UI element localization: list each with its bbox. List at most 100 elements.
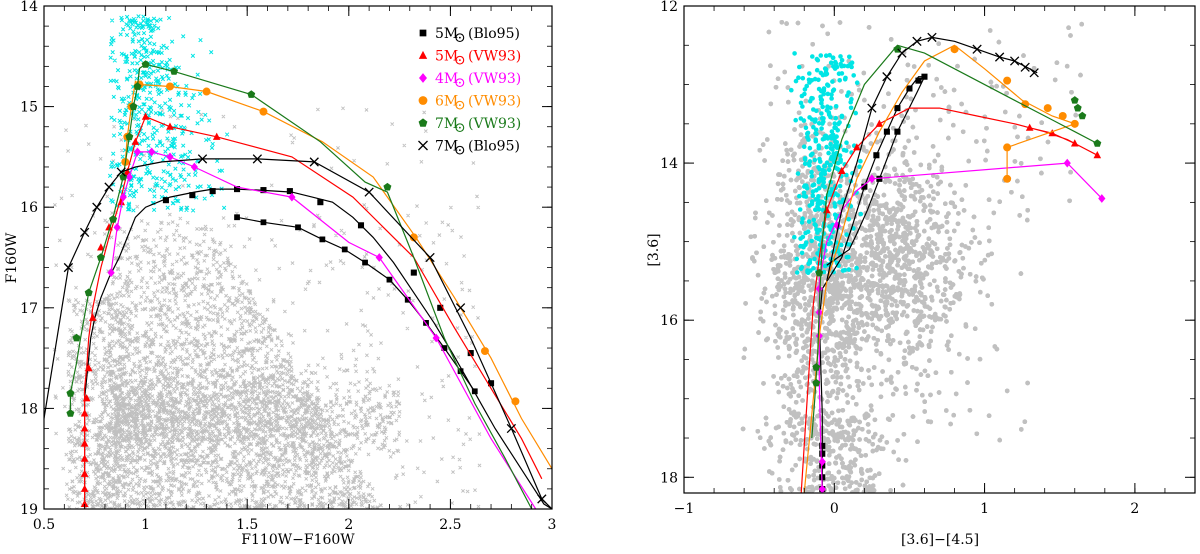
legend-entry-4: 7M⊙ (VW93): [418, 116, 521, 136]
left-series-1-point: [166, 122, 174, 130]
right-x-tick-label: 0: [830, 501, 839, 517]
left-series-2-point: [125, 172, 133, 182]
left-series-0-track2-point: [341, 246, 348, 253]
left-series-0-point: [209, 188, 216, 195]
legend-sub-3: ⊙: [454, 98, 466, 114]
left-series-4-point: [125, 132, 134, 141]
left-series-1-point: [80, 439, 89, 447]
right-series-2-point: [868, 174, 876, 184]
left-series-1-point: [84, 363, 93, 372]
right-series-1-point: [875, 119, 884, 127]
left-series-0-point: [437, 304, 444, 311]
left-series-1-point: [80, 469, 89, 477]
right-series-4-point: [815, 268, 824, 277]
right-series-3-point: [950, 45, 959, 54]
right-series-4-point: [1073, 103, 1082, 112]
left-series-0-track2-point: [362, 259, 368, 266]
right-series-2-point: [815, 284, 823, 294]
left-series-5-point: [309, 157, 319, 167]
legend-sub-0: ⊙: [454, 30, 466, 46]
left-series-1-point: [97, 243, 105, 251]
legend-label-0: 5M: [435, 26, 458, 42]
left-series-4-point: [109, 215, 118, 223]
left-series-0-track2-point: [471, 388, 478, 395]
right-series-0-point: [819, 450, 826, 457]
legend: 5M⊙ (Blo95)5M⊙ (VW93)4M⊙ (VW93)6M⊙ (VW93)7M⊙…: [418, 26, 521, 159]
right-series-5-point: [912, 36, 922, 47]
right-series-5-point: [882, 72, 892, 82]
left-series-0-track2-point: [295, 224, 301, 231]
right-series-3-point: [1003, 76, 1012, 85]
left-series-4-point: [383, 182, 392, 191]
left-series-4-point: [84, 288, 93, 297]
left-series-4-point: [141, 60, 150, 68]
left-series-2-line: [110, 151, 537, 509]
right-series-3-point: [1003, 174, 1012, 183]
left-series-1-point: [80, 454, 89, 462]
left-series-4-point: [247, 90, 256, 98]
left-series-5-point: [116, 167, 126, 177]
left-series-1-point: [105, 223, 113, 231]
left-series-4-point: [66, 409, 75, 417]
left-series-0-point: [234, 186, 241, 193]
left-series-4-point: [66, 389, 75, 397]
left-series-4: [66, 60, 533, 509]
right-series-3-point: [1058, 111, 1067, 120]
left-y-axis-title: F160W: [4, 232, 20, 283]
left-x-tick-label: 1: [141, 517, 150, 533]
legend-marker-1: [418, 50, 428, 59]
right-series-5-point: [867, 103, 877, 113]
right-series-4-point: [812, 378, 821, 387]
right-series-3: [803, 44, 1079, 493]
legend-label-5: 7M: [435, 139, 458, 155]
left-series-1-point: [82, 394, 91, 402]
right-series-2-point: [1098, 194, 1106, 203]
right-series-1-point: [1025, 123, 1034, 131]
left-y-tick-label: 19: [20, 502, 38, 518]
left-series-0-point: [410, 269, 417, 276]
left-cyan-cloud: [107, 14, 230, 213]
left-series-2-point: [288, 192, 296, 202]
left-panel-cmd: 0.5 1 1.5 2 2.5 3 14 15 16 17 18 19 F110W−F160W F16…: [4, 0, 556, 548]
right-cyan-dot: [796, 75, 801, 80]
left-series-1: [80, 112, 543, 509]
left-x-tick-label: 2: [344, 517, 353, 533]
legend-ref-2: (VW93): [468, 71, 521, 87]
left-series-1-point: [80, 424, 89, 432]
right-plot-frame: [683, 5, 1196, 494]
left-series-1-point: [131, 137, 140, 145]
right-series-4-point: [812, 363, 821, 371]
left-y-tick-label: 16: [20, 200, 38, 216]
right-series-2-point: [818, 457, 826, 466]
left-y-tick-label: 17: [20, 301, 38, 317]
right-cyan-cloud: [789, 51, 864, 276]
left-series-5-point: [197, 154, 208, 164]
right-x-axis-title: [3.6]−[4.5]: [901, 532, 979, 548]
left-series-1-point: [80, 409, 89, 417]
right-series-3-point: [1003, 143, 1012, 152]
legend-sub-5: ⊙: [454, 143, 466, 159]
left-series-5-point: [63, 262, 74, 273]
left-series-1-point: [141, 112, 150, 120]
right-y-tick-label: 14: [660, 156, 678, 172]
left-series-group: [44, 60, 552, 509]
left-ticks: 0.5 1 1.5 2 2.5 3 14 15 16 17 18 19: [20, 0, 556, 533]
left-series-0-point: [357, 222, 365, 229]
left-background-cloud: [52, 106, 482, 509]
left-series-3-point: [480, 347, 489, 356]
left-cyan-crosses: [107, 14, 230, 213]
right-series-5-point: [1009, 56, 1020, 66]
left-x-tick-label: 0.5: [33, 517, 55, 533]
right-series-5-point: [994, 52, 1005, 62]
right-x-tick-label: 2: [1130, 501, 1139, 517]
left-series-0-track2-point: [441, 345, 448, 351]
legend-ref-4: (VW93): [468, 116, 521, 132]
legend-label-1: 5M: [435, 49, 458, 65]
legend-label-3: 6M: [435, 94, 458, 110]
right-series-3-point: [1043, 104, 1052, 113]
right-series-0-point: [915, 77, 922, 84]
left-series-3-point: [409, 233, 418, 242]
right-series-2-point: [1063, 158, 1071, 168]
